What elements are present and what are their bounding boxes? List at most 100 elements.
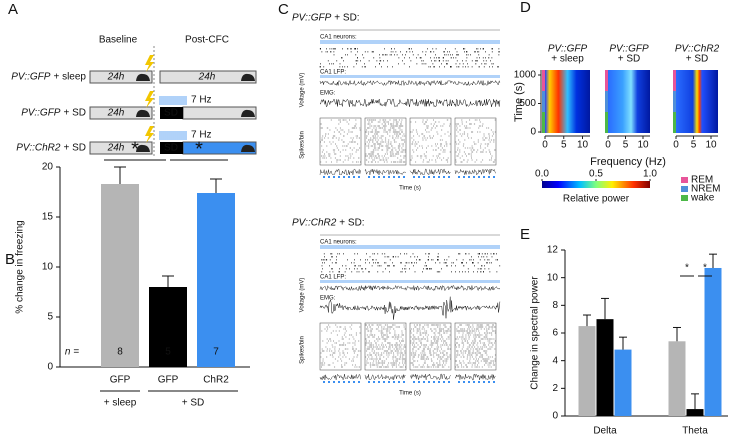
- y-tick-label: 10: [42, 262, 54, 273]
- trace-line: PV::GFP: [292, 13, 332, 24]
- mouse-icon: [241, 144, 255, 152]
- significance-star: *: [685, 263, 689, 274]
- x-axis-label: Frequency (Hz): [590, 156, 666, 168]
- legend-label: REM: [691, 175, 713, 186]
- bar: [686, 409, 704, 416]
- block-label: 24h: [198, 72, 216, 83]
- state-strip: [542, 70, 545, 91]
- x-tick-label: GFP: [158, 375, 179, 386]
- state-strip: [673, 112, 676, 133]
- legend-swatch: [681, 195, 688, 201]
- y-tick-label: 500: [519, 98, 536, 109]
- x-tick-label: 10: [705, 140, 717, 151]
- bar: [704, 267, 722, 416]
- trace-condition: + SD:: [339, 218, 364, 229]
- voltage-label: Voltage (mV): [300, 73, 306, 108]
- shock-icon: [145, 126, 154, 143]
- emg-label: EMG:: [320, 296, 336, 302]
- psth-frame: [364, 322, 407, 371]
- y-tick-label: 6: [552, 328, 558, 339]
- bar: [197, 193, 235, 367]
- panel-label: B: [5, 251, 15, 268]
- psth-frame: [409, 117, 452, 166]
- spec-title-line: PV::GFP: [548, 44, 588, 55]
- psth-hist: [319, 168, 361, 176]
- y-axis-label: Time (s): [513, 82, 525, 122]
- group-line: PV::ChR2: [16, 143, 61, 154]
- spectrogram: [545, 70, 590, 133]
- x-tick-label: 5: [561, 140, 567, 151]
- y-tick-label: 8: [552, 300, 558, 311]
- group-condition: + SD: [63, 108, 86, 119]
- y-tick-label: 0: [552, 411, 558, 422]
- group-line: PV::GFP: [11, 72, 51, 83]
- n-label: 7: [213, 347, 219, 358]
- y-tick-label: 5: [47, 312, 53, 323]
- time-label: Time (s): [399, 186, 421, 192]
- psth-frame: [319, 322, 362, 371]
- legend-swatch: [681, 177, 688, 183]
- y-tick-label: 20: [42, 162, 54, 173]
- state-strip: [673, 70, 676, 91]
- state-strip: [605, 70, 608, 91]
- trace-condition: + SD:: [334, 13, 359, 24]
- spike-raster: [321, 253, 501, 273]
- bar: [614, 349, 632, 416]
- group-condition: + sleep: [53, 72, 86, 83]
- psth-frame: [319, 117, 362, 166]
- psth-raster: [410, 324, 451, 368]
- psth-frame: [454, 322, 497, 371]
- x-tick-label: Delta: [593, 426, 617, 437]
- lfp-trace: [319, 284, 501, 292]
- sd-block: [160, 107, 183, 119]
- psth-hist: [454, 373, 496, 381]
- spec-title-line: PV::ChR2: [675, 44, 720, 55]
- x-tick-label: 0: [673, 140, 679, 151]
- spectrogram: [608, 70, 650, 133]
- stim-train: [320, 40, 500, 44]
- panel-label: C: [278, 1, 289, 18]
- stim-label: 7 Hz: [191, 95, 212, 106]
- stim-train: [320, 75, 500, 78]
- sd-block: [160, 142, 183, 154]
- stim-label: 7 Hz: [191, 130, 212, 141]
- y-tick-label: 10: [547, 272, 559, 283]
- time-label: Time (s): [399, 391, 421, 397]
- state-strip: [605, 112, 608, 133]
- shock-icon: [145, 55, 154, 72]
- panel-label: A: [8, 1, 18, 18]
- x-tick-label: ChR2: [203, 375, 229, 386]
- bar: [101, 184, 139, 367]
- post-block: [159, 70, 257, 84]
- neurons-label: CA1 neurons:: [320, 35, 357, 41]
- phase-label: Post-CFC: [185, 35, 229, 46]
- group-label: + sleep: [104, 398, 137, 409]
- mouse-icon: [136, 73, 150, 81]
- colorbar: [542, 181, 650, 188]
- lfp-label: CA1 LFP:: [320, 70, 346, 76]
- voltage-label: Voltage (mV): [300, 278, 306, 313]
- spec-title-condition: + sleep: [551, 54, 584, 65]
- significance-star: *: [131, 138, 139, 160]
- spec-title-condition: + SD: [618, 54, 641, 65]
- x-tick-label: 5: [623, 140, 629, 151]
- x-tick-label: 0: [605, 140, 611, 151]
- spike-raster: [319, 48, 500, 68]
- significance-star: *: [703, 263, 707, 274]
- colorbar-tick-label: 0.0: [535, 169, 549, 180]
- psth-raster: [365, 119, 406, 163]
- psth-frame: [454, 117, 497, 166]
- legend-swatch: [681, 186, 688, 192]
- neurons-label: CA1 neurons:: [320, 240, 357, 246]
- psth-hist: [364, 168, 406, 176]
- n-label: 5: [165, 347, 171, 358]
- y-tick-label: 15: [42, 212, 54, 223]
- bar: [578, 326, 596, 416]
- state-strip: [673, 91, 676, 112]
- spec-title-line: PV::GFP: [609, 44, 649, 55]
- mouse-icon: [136, 109, 150, 117]
- state-strip: [542, 91, 545, 112]
- x-tick-label: 10: [637, 140, 649, 151]
- y-tick-label: 12: [547, 245, 559, 256]
- group-label: + SD: [182, 398, 205, 409]
